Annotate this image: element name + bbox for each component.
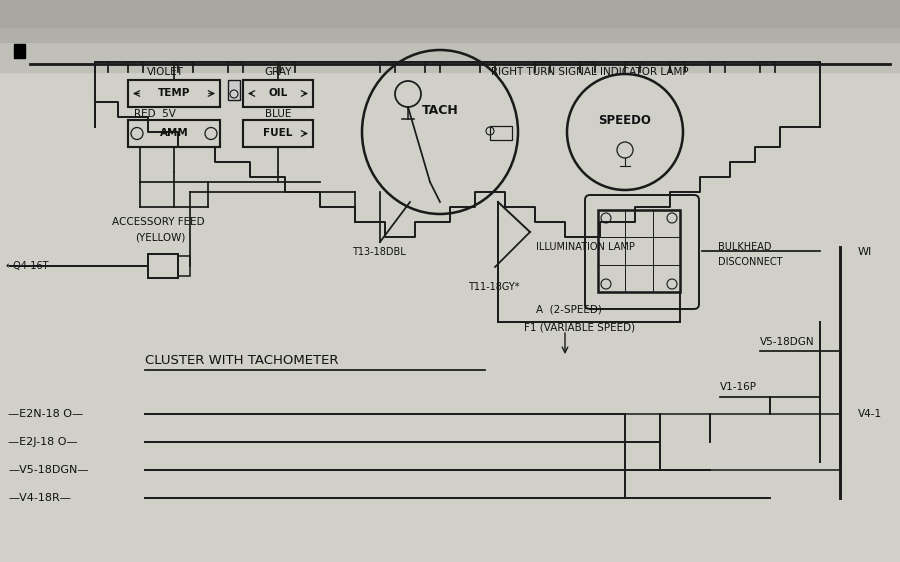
Bar xyxy=(14,44,25,58)
Text: A  (2-SPEED): A (2-SPEED) xyxy=(536,305,602,315)
Text: TACH: TACH xyxy=(421,103,458,116)
Text: (YELLOW): (YELLOW) xyxy=(135,232,185,242)
Text: GRAY: GRAY xyxy=(265,67,292,77)
Text: —E2J-18 O—: —E2J-18 O— xyxy=(8,437,77,447)
Text: BLUE: BLUE xyxy=(265,109,292,119)
Text: BULKHEAD: BULKHEAD xyxy=(718,242,771,252)
Bar xyxy=(128,120,220,147)
Text: FUEL: FUEL xyxy=(264,128,292,138)
Text: ←Q4-16T: ←Q4-16T xyxy=(6,261,50,271)
Text: T13-18DBL: T13-18DBL xyxy=(352,247,406,257)
Text: RIGHT TURN SIGNAL INDICATOR LAMP: RIGHT TURN SIGNAL INDICATOR LAMP xyxy=(491,67,688,77)
Bar xyxy=(128,80,220,107)
Text: —V5-18DGN—: —V5-18DGN— xyxy=(8,465,88,475)
Text: SPEEDO: SPEEDO xyxy=(598,114,652,126)
Bar xyxy=(0,0,900,42)
Bar xyxy=(178,256,190,276)
Text: F1 (VARIABLE SPEED): F1 (VARIABLE SPEED) xyxy=(524,322,635,332)
Bar xyxy=(228,80,240,100)
Text: VIOLET: VIOLET xyxy=(147,67,184,77)
Text: V4-1: V4-1 xyxy=(858,409,882,419)
Text: —V4-18R—: —V4-18R— xyxy=(8,493,71,503)
Text: ACCESSORY FEED: ACCESSORY FEED xyxy=(112,217,204,227)
Text: —E2N-18 O—: —E2N-18 O— xyxy=(8,409,83,419)
Text: WI: WI xyxy=(858,247,872,257)
Text: RED  5V: RED 5V xyxy=(134,109,176,119)
Text: T11-18GY*: T11-18GY* xyxy=(468,282,519,292)
Bar xyxy=(148,254,178,278)
Bar xyxy=(0,0,900,27)
Bar xyxy=(490,126,512,140)
Text: TEMP: TEMP xyxy=(158,88,190,97)
Text: ILLUMINATION LAMP: ILLUMINATION LAMP xyxy=(536,242,634,252)
Text: AMM: AMM xyxy=(159,128,188,138)
Bar xyxy=(243,120,313,147)
Text: DISCONNECT: DISCONNECT xyxy=(718,257,782,267)
Bar xyxy=(243,80,313,107)
Text: CLUSTER WITH TACHOMETER: CLUSTER WITH TACHOMETER xyxy=(145,353,338,366)
Text: V5-18DGN: V5-18DGN xyxy=(760,337,815,347)
Text: V1-16P: V1-16P xyxy=(720,382,757,392)
Bar xyxy=(598,210,680,292)
Text: OIL: OIL xyxy=(268,88,288,97)
Bar xyxy=(0,0,900,72)
